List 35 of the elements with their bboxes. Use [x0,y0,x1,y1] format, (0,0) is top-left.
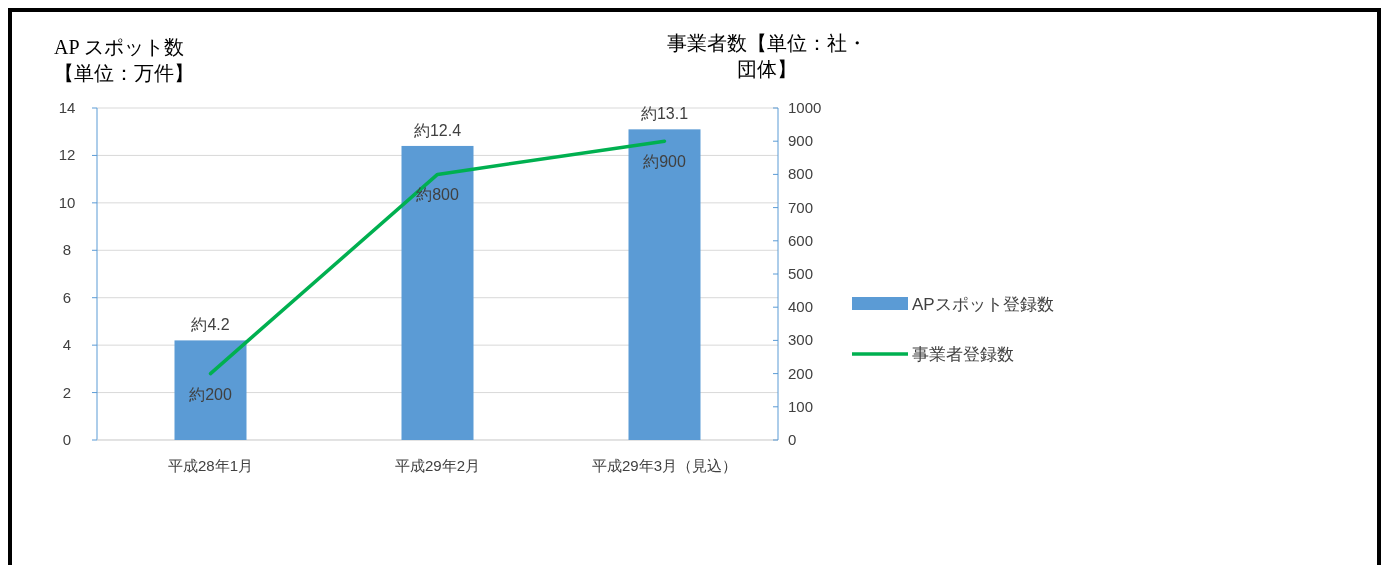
data-label: 約200 [189,385,232,403]
y-axis-title: AP スポット数【単位：万件】 [54,35,195,86]
bar [174,340,247,440]
y2-tick-label: 1000 [788,99,822,116]
y-tick-label: 14 [58,99,76,116]
y2-tick-label: 100 [788,397,814,415]
legend-label: 事業者登録数 [912,345,1014,364]
data-label: 約13.1 [640,105,689,123]
y-tick-label: 8 [62,241,72,259]
y2-tick-label: 600 [788,231,814,249]
y2-tick-label: 500 [788,265,814,282]
data-label: 約12.4 [413,121,462,139]
y2-axis-title: 事業者数【単位：社・団体】 [666,31,868,82]
data-label: 約900 [643,153,686,171]
y-tick-label: 0 [62,431,72,448]
y-tick-label: 4 [62,336,72,354]
data-label: 約4.2 [191,316,230,334]
y-tick-label: 6 [62,288,72,306]
y-tick-label: 2 [62,383,72,401]
y2-tick-label: 400 [788,298,814,316]
legend-label: APスポット登録数 [912,295,1054,314]
y2-tick-label: 0 [788,431,797,448]
y2-tick-label: 200 [788,364,814,382]
data-label: 約800 [416,186,459,204]
y2-tick-label: 700 [788,198,814,216]
y-tick-label: 12 [58,146,76,164]
bar [401,145,474,440]
x-tick-label: 平成28年1月 [167,457,254,474]
y2-tick-label: 300 [788,331,814,349]
y2-tick-label: 900 [788,132,814,150]
y-tick-label: 10 [58,193,76,211]
x-tick-label: 平成29年2月 [394,457,481,474]
y2-tick-label: 800 [788,165,814,183]
x-tick-label: 平成29年3月（見込） [591,457,738,474]
bar [628,129,701,440]
